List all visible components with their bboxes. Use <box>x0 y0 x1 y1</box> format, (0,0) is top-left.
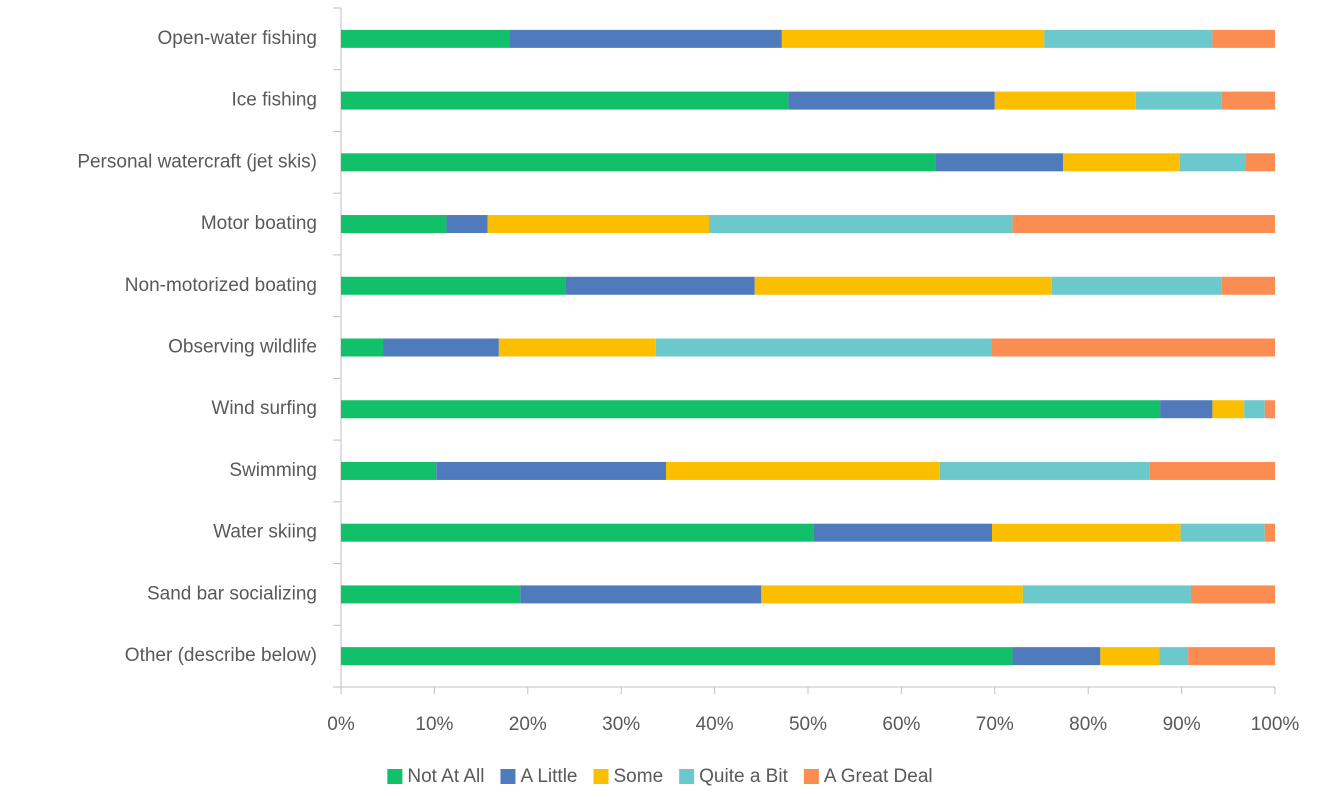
x-tick-label: 100% <box>1251 714 1300 735</box>
bar-segment <box>1188 647 1275 666</box>
bar-segment <box>813 523 992 542</box>
legend-label: A Little <box>520 766 577 787</box>
legend-swatch <box>679 769 695 784</box>
bar-segment <box>1190 585 1275 604</box>
bar-segment <box>341 276 566 295</box>
bar-segment <box>487 215 709 234</box>
x-tick-label: 60% <box>882 714 920 735</box>
bar-segment <box>1159 647 1189 666</box>
bar-segment <box>1264 523 1275 542</box>
category-label: Personal watercraft (jet skis) <box>77 151 317 172</box>
bar-segment <box>341 647 1013 666</box>
bar-segment <box>781 29 1045 48</box>
bar-segment <box>498 338 656 357</box>
legend-label: Not At All <box>407 766 484 787</box>
category-label: Other (describe below) <box>125 645 317 666</box>
bar-segment <box>1212 29 1275 48</box>
bar-segment <box>1160 400 1213 419</box>
x-tick-label: 90% <box>1163 714 1201 735</box>
category-label: Ice fishing <box>231 90 317 111</box>
bar-segment <box>520 585 762 604</box>
bar-segment <box>939 461 1150 480</box>
x-tick-label: 20% <box>509 714 547 735</box>
x-tick-label: 30% <box>602 714 640 735</box>
x-tick-label: 40% <box>696 714 734 735</box>
bar-segment <box>1180 523 1265 542</box>
bar-segment <box>994 91 1136 110</box>
bar-segment <box>1135 91 1222 110</box>
bar-segment <box>1264 400 1275 419</box>
bar-segment <box>761 585 1023 604</box>
bar-segment <box>341 461 437 480</box>
legend-swatch <box>593 769 609 784</box>
bar-segment <box>446 215 488 234</box>
bar-segment <box>341 29 510 48</box>
bar-segment <box>1179 153 1246 172</box>
bar-segment <box>1221 91 1275 110</box>
bar-segment <box>666 461 940 480</box>
category-label: Observing wildlife <box>168 337 317 358</box>
category-label: Wind surfing <box>211 398 317 419</box>
legend-swatch <box>803 769 819 784</box>
bar-segment <box>341 585 521 604</box>
bar-segment <box>788 91 995 110</box>
bar-segment <box>1221 276 1275 295</box>
bar-segment <box>436 461 667 480</box>
bar-segment <box>1100 647 1160 666</box>
x-tick-label: 50% <box>789 714 827 735</box>
bar-segment <box>1044 29 1213 48</box>
bar-segment <box>1149 461 1275 480</box>
x-tick-label: 10% <box>415 714 453 735</box>
category-label: Motor boating <box>201 213 317 234</box>
bar-segment <box>341 400 1161 419</box>
bar-segment <box>509 29 782 48</box>
bar-segment <box>1245 153 1275 172</box>
bar-segment <box>1012 647 1101 666</box>
bar-segment <box>341 338 384 357</box>
category-label: Non-motorized boating <box>125 275 317 296</box>
bar-segment <box>1012 215 1275 234</box>
bar-segment <box>991 523 1181 542</box>
legend-label: Quite a Bit <box>699 766 788 787</box>
legend-swatch <box>500 769 516 784</box>
bar-segment <box>1062 153 1180 172</box>
category-label: Open-water fishing <box>158 28 317 49</box>
bar-segment <box>383 338 499 357</box>
legend-swatch <box>387 769 403 784</box>
category-label: Water skiing <box>213 522 317 543</box>
category-label: Swimming <box>229 460 317 481</box>
bar-segment <box>1212 400 1245 419</box>
bar-segment <box>341 91 789 110</box>
bar-segment <box>565 276 755 295</box>
legend-label: A Great Deal <box>824 766 933 787</box>
bar-segment <box>1022 585 1191 604</box>
bar-segment <box>935 153 1063 172</box>
bar-segment <box>341 523 814 542</box>
bar-segment <box>991 338 1275 357</box>
x-tick-label: 80% <box>1069 714 1107 735</box>
legend-label: Some <box>614 766 664 787</box>
x-tick-label: 70% <box>976 714 1014 735</box>
category-label: Sand bar socializing <box>147 583 317 604</box>
x-tick-label: 0% <box>327 714 355 735</box>
bar-segment <box>1244 400 1265 419</box>
bar-segment <box>1051 276 1222 295</box>
bar-segment <box>341 215 447 234</box>
bar-segment <box>655 338 992 357</box>
bar-segment <box>708 215 1013 234</box>
bar-segment <box>341 153 936 172</box>
bar-segment <box>754 276 1052 295</box>
